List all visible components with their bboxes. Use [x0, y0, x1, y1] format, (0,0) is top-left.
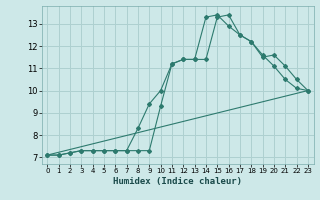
X-axis label: Humidex (Indice chaleur): Humidex (Indice chaleur): [113, 177, 242, 186]
